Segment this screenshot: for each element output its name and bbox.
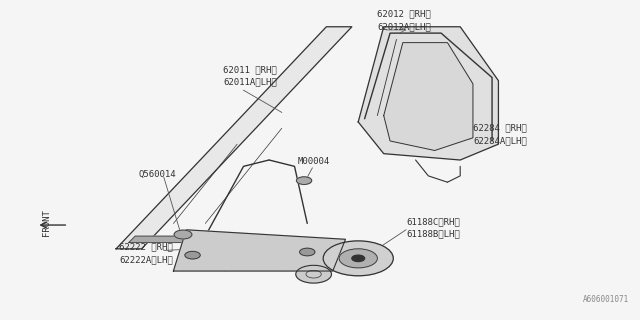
Polygon shape	[129, 236, 275, 243]
Circle shape	[323, 241, 394, 276]
Circle shape	[296, 177, 312, 184]
Text: 62284A〈LH〉: 62284A〈LH〉	[473, 136, 527, 145]
Text: A606001071: A606001071	[583, 295, 629, 304]
Circle shape	[300, 248, 315, 256]
Text: Q560014: Q560014	[138, 170, 176, 179]
Text: 61188C〈RH〉: 61188C〈RH〉	[406, 217, 460, 226]
Circle shape	[352, 255, 365, 261]
Polygon shape	[384, 43, 473, 150]
Text: 61188B〈LH〉: 61188B〈LH〉	[406, 230, 460, 239]
Polygon shape	[358, 27, 499, 160]
Circle shape	[339, 249, 378, 268]
Text: M00004: M00004	[298, 157, 330, 166]
Text: FRONT: FRONT	[42, 209, 51, 236]
Text: 62284 〈RH〉: 62284 〈RH〉	[473, 124, 527, 132]
Text: 62011 〈RH〉: 62011 〈RH〉	[223, 65, 277, 74]
Polygon shape	[116, 27, 352, 249]
Circle shape	[174, 230, 192, 239]
Text: 62012A〈LH〉: 62012A〈LH〉	[378, 22, 431, 31]
Polygon shape	[173, 230, 346, 271]
Text: 62222A〈LH〉: 62222A〈LH〉	[119, 255, 173, 264]
Circle shape	[185, 252, 200, 259]
Circle shape	[296, 265, 332, 283]
Text: 62222 〈RH〉: 62222 〈RH〉	[119, 243, 173, 252]
Text: 62012 〈RH〉: 62012 〈RH〉	[378, 9, 431, 18]
Text: 62011A〈LH〉: 62011A〈LH〉	[223, 77, 277, 86]
